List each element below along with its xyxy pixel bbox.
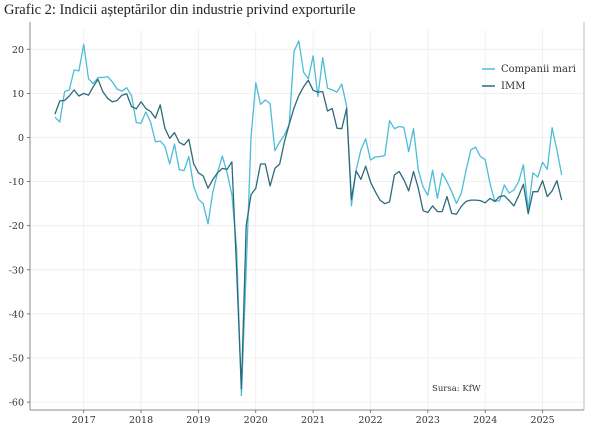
series-line-companii-mari <box>54 40 563 397</box>
x-tick-label: 2020 <box>244 415 268 426</box>
gridlines <box>30 30 584 410</box>
legend: Companii mari IMM <box>482 64 576 92</box>
x-tick-label: 2025 <box>530 415 554 426</box>
x-tick-label: 2017 <box>72 415 96 426</box>
y-tick-label: -30 <box>9 265 24 276</box>
x-tick-label: 2019 <box>186 415 210 426</box>
tick-labels: 20 10 0 -10 -20 -30 -40 -50 -60 2017 2018 2019 2020 2… <box>9 45 555 426</box>
series-lines <box>54 40 563 397</box>
x-tick-label: 2023 <box>416 415 440 426</box>
y-tick-label: 0 <box>18 133 24 144</box>
x-tick-label: 2022 <box>358 415 382 426</box>
y-tick-label: 20 <box>12 45 24 56</box>
series-line-imm <box>54 78 563 390</box>
y-tick-label: -60 <box>9 398 24 409</box>
y-tick-label: 10 <box>12 89 24 100</box>
y-tick-label: -10 <box>9 177 24 188</box>
y-tick-label: -50 <box>9 354 24 365</box>
x-tick-label: 2024 <box>473 415 497 426</box>
legend-label-imm: IMM <box>501 81 525 92</box>
source-annotation: Sursa: KfW <box>432 384 481 394</box>
legend-label-companii-mari: Companii mari <box>501 64 576 75</box>
chart-title: Grafic 2: Indicii așteptărilor din indus… <box>4 2 356 18</box>
y-tick-label: -40 <box>9 309 24 320</box>
x-tick-label: 2021 <box>301 415 325 426</box>
x-tick-label: 2018 <box>129 415 153 426</box>
y-tick-label: -20 <box>9 221 24 232</box>
axes <box>27 22 585 413</box>
